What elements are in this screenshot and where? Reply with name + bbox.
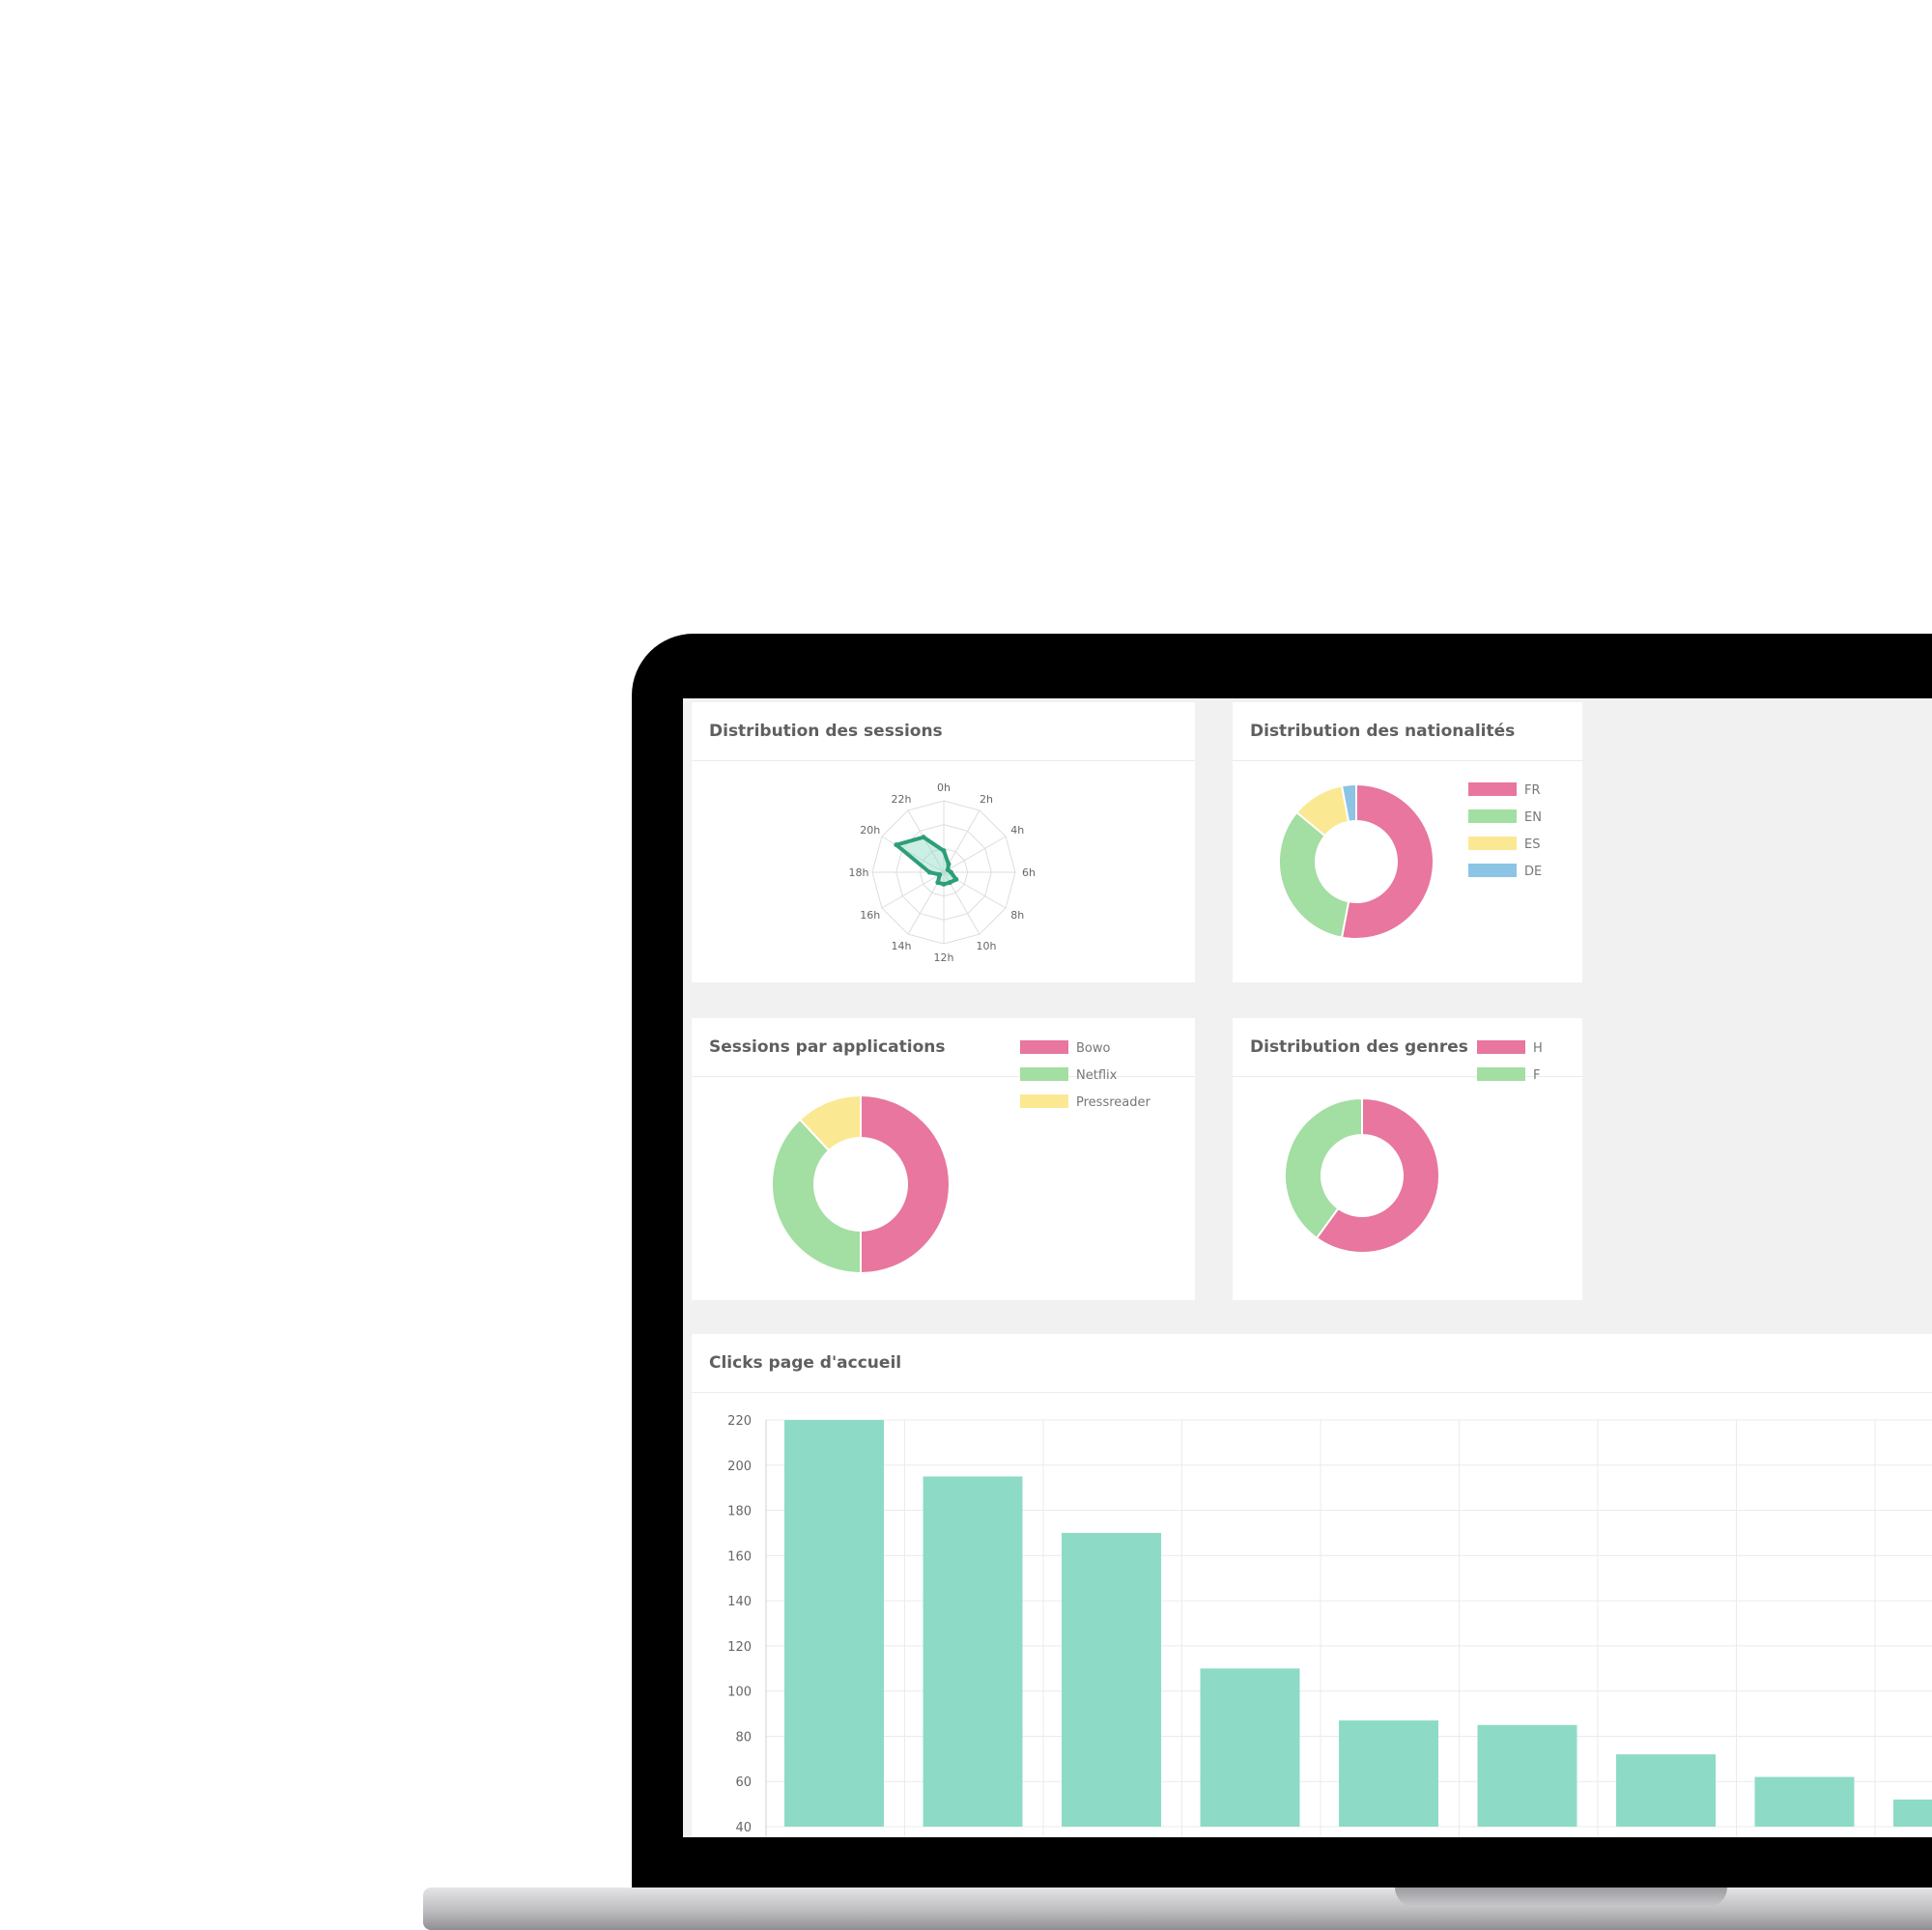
legend-label: H bbox=[1533, 1041, 1543, 1056]
legend-swatch bbox=[1020, 1094, 1068, 1108]
legend-swatch bbox=[1468, 809, 1517, 823]
radar-axis-label: 4h bbox=[1010, 824, 1024, 837]
sessions-distribution-panel: Distribution des sessions 0h 2h 4h 6h 8h 10h 1… bbox=[692, 702, 1195, 982]
radar-point bbox=[948, 869, 953, 875]
legend-label: Bowo bbox=[1076, 1041, 1111, 1056]
y-tick-label: 100 bbox=[727, 1686, 752, 1700]
bar bbox=[1893, 1799, 1932, 1827]
legend-label: EN bbox=[1524, 810, 1542, 825]
panel-divider bbox=[1233, 760, 1582, 761]
bar bbox=[784, 1420, 884, 1827]
panel-title: Distribution des genres bbox=[1250, 1037, 1468, 1057]
radar-series-area bbox=[894, 835, 958, 887]
bar bbox=[1616, 1754, 1716, 1827]
radar-axis-label: 2h bbox=[980, 793, 993, 806]
radar-spoke bbox=[881, 871, 945, 909]
donut-slice bbox=[1340, 782, 1435, 940]
y-tick-label: 160 bbox=[727, 1549, 752, 1564]
donut-slice bbox=[1315, 1096, 1440, 1254]
donut-slice bbox=[860, 1093, 951, 1275]
radar-axis-label: 0h bbox=[937, 781, 951, 794]
radar-axis-label: 20h bbox=[860, 824, 880, 837]
legend-swatch bbox=[1477, 1067, 1525, 1081]
legend-label: FR bbox=[1524, 783, 1541, 798]
legend-label: ES bbox=[1524, 837, 1540, 852]
legend-swatch bbox=[1468, 864, 1517, 877]
legend-swatch bbox=[1020, 1040, 1068, 1054]
y-tick-label: 40 bbox=[735, 1821, 752, 1835]
radar-axis-label: 8h bbox=[1010, 909, 1024, 922]
radar-point bbox=[947, 880, 952, 886]
bar bbox=[1754, 1776, 1855, 1827]
sessions-radar-chart: 0h 2h 4h 6h 8h 10h 12h 14h 16h 18h 20h 22h bbox=[849, 781, 1036, 964]
radar-axis-label: 10h bbox=[977, 940, 997, 952]
legend-swatch bbox=[1477, 1040, 1525, 1054]
legend-label: Pressreader bbox=[1076, 1095, 1151, 1110]
radar-point bbox=[941, 881, 947, 887]
legend-label: F bbox=[1533, 1068, 1540, 1083]
y-tick-label: 140 bbox=[727, 1595, 752, 1609]
legend-label: DE bbox=[1524, 865, 1542, 879]
donut-slice bbox=[1284, 1096, 1363, 1240]
bar bbox=[1200, 1668, 1300, 1827]
donut-slice bbox=[798, 1093, 862, 1152]
radar-point bbox=[894, 842, 899, 848]
radar-point bbox=[935, 880, 941, 886]
y-tick-label: 80 bbox=[735, 1730, 752, 1745]
laptop-hinge-notch bbox=[1395, 1887, 1727, 1907]
y-tick-label: 220 bbox=[727, 1414, 752, 1429]
radar-point bbox=[937, 871, 943, 877]
panel-divider bbox=[692, 760, 1195, 761]
y-tick-label: 180 bbox=[727, 1505, 752, 1519]
clicks-bar-chart: 40 60 80 100 120 140 160 180 200 220 bbox=[727, 1414, 1932, 1837]
panel-divider bbox=[692, 1392, 1932, 1393]
legend-swatch bbox=[1020, 1067, 1068, 1081]
dashboard-screen: Distribution des sessions 0h 2h 4h 6h 8h 10h 1… bbox=[683, 698, 1932, 1837]
radar-axis-label: 12h bbox=[934, 951, 954, 964]
nationalities-panel: Distribution des nationalités FR EN ES DE bbox=[1233, 702, 1582, 982]
y-tick-label: 200 bbox=[727, 1460, 752, 1474]
donut-slice bbox=[1278, 810, 1350, 939]
apps-donut-chart: Bowo Netflix Pressreader bbox=[771, 1040, 1151, 1275]
bar bbox=[923, 1476, 1023, 1827]
radar-axis-label: 22h bbox=[892, 793, 912, 806]
radar-axis-label: 6h bbox=[1022, 866, 1036, 879]
sessions-by-app-panel: Sessions par applications Bowo Netflix Pre… bbox=[692, 1018, 1195, 1300]
radar-point bbox=[921, 835, 926, 840]
radar-spoke bbox=[907, 809, 945, 873]
bar bbox=[1339, 1720, 1438, 1827]
radar-point bbox=[941, 848, 947, 854]
donut-slice bbox=[1340, 782, 1357, 823]
bar bbox=[1477, 1724, 1577, 1827]
radar-axis-label: 16h bbox=[860, 909, 880, 922]
panel-title: Sessions par applications bbox=[709, 1037, 946, 1057]
legend-swatch bbox=[1468, 782, 1517, 796]
y-tick-label: 60 bbox=[735, 1775, 752, 1790]
panel-title: Distribution des sessions bbox=[709, 722, 943, 741]
radar-axis-label: 18h bbox=[849, 866, 869, 879]
panel-divider bbox=[692, 1076, 1195, 1077]
radar-axis-label: 14h bbox=[892, 940, 912, 952]
donut-slice bbox=[771, 1118, 862, 1275]
panel-title: Clicks page d'accueil bbox=[709, 1353, 902, 1373]
panel-title: Distribution des nationalités bbox=[1250, 722, 1516, 741]
radar-point bbox=[953, 876, 959, 882]
radar-point bbox=[926, 869, 932, 875]
radar-spoke bbox=[881, 836, 945, 873]
bar bbox=[1062, 1532, 1161, 1827]
panel-divider bbox=[1233, 1076, 1582, 1077]
genders-donut-chart: HF bbox=[1284, 1040, 1543, 1254]
legend-swatch bbox=[1468, 837, 1517, 850]
y-tick-label: 120 bbox=[727, 1640, 752, 1655]
home-clicks-panel: Clicks page d'accueil 40 60 80 100 120 140 160… bbox=[692, 1334, 1932, 1837]
legend-label: Netflix bbox=[1076, 1068, 1118, 1083]
radar-spoke bbox=[943, 836, 1007, 873]
radar-point bbox=[946, 861, 952, 866]
nationalities-donut-chart: FR EN ES DE bbox=[1278, 782, 1542, 940]
